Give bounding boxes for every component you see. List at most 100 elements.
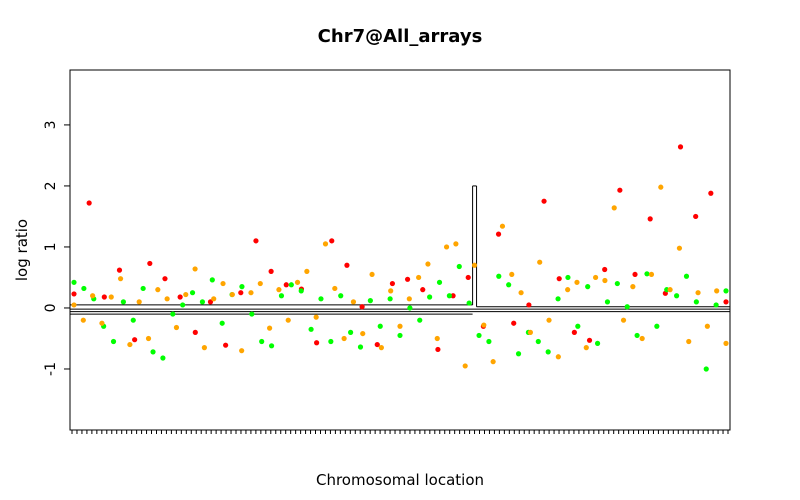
data-point-red [116,267,123,273]
data-point-orange [257,280,263,287]
data-point-orange [537,259,543,265]
data-point-red [617,187,623,193]
data-point-orange [192,266,198,272]
data-point-orange [546,317,552,323]
data-point-green [565,274,571,281]
y-tick-label: 3 [43,120,59,129]
data-point-orange [425,261,431,267]
data-point-orange [80,317,86,323]
data-point-orange [313,314,319,320]
data-point-orange [71,302,77,308]
data-point-orange [99,320,105,326]
data-point-orange [201,345,207,351]
data-point-green [604,299,611,305]
data-point-green [318,296,324,302]
data-point-green [436,279,443,285]
data-point-orange [276,287,282,293]
data-point-orange [471,262,478,268]
data-point-orange [145,335,152,342]
y-tick-label: 1 [43,242,59,251]
data-point-orange [593,274,599,281]
data-point-green [594,340,601,346]
data-point-red [404,276,411,282]
data-point-orange [90,293,96,299]
data-point-red [586,337,593,343]
data-point-green [180,302,186,308]
data-point-orange [481,322,487,328]
data-point-red [526,302,532,308]
y-axis-label: log ratio [13,219,31,281]
y-tick-label: -1 [43,362,59,376]
data-point-green [644,271,650,277]
data-point-orange [304,268,310,274]
data-point-red [253,238,259,244]
data-point-orange [518,290,524,296]
data-point-green [496,273,502,279]
data-point-orange [462,363,468,369]
data-point-red [177,294,183,300]
data-point-green [506,282,512,288]
data-point-green [486,338,492,345]
data-point-red [268,268,274,274]
data-point-orange [136,299,142,305]
data-point-orange [397,323,403,329]
data-point-orange [676,245,683,251]
data-point-orange [285,317,291,323]
data-point-orange [490,359,496,365]
data-point-red [723,299,729,305]
data-point-orange [434,335,440,342]
data-point-green [515,351,522,357]
data-point-orange [239,348,245,354]
data-point-green [417,317,423,323]
data-point-green [634,332,640,339]
data-point-green [348,329,354,335]
data-point-green [110,338,117,345]
data-point-green [239,284,245,290]
data-point-orange [294,279,301,285]
data-point-green [693,299,699,305]
data-point-orange [714,288,720,294]
data-point-red [359,304,365,310]
data-point-orange [350,299,357,305]
data-point-green [71,279,77,285]
data-point-orange [117,276,124,282]
data-point-green [624,304,630,310]
data-point-orange [127,341,133,348]
data-point-green [259,338,265,345]
data-point-green [140,285,146,292]
data-point-orange [416,274,422,281]
data-point-green [338,293,344,299]
y-axis: -1 0 1 2 3 [43,120,70,376]
data-point-red [314,340,320,346]
data-point-red [71,291,77,297]
data-point-orange [555,354,561,360]
data-point-red [223,342,229,348]
data-point-green [199,299,206,305]
data-point-green [150,349,156,355]
data-point-orange [443,244,450,250]
data-point-red [147,260,153,267]
data-point-orange [360,330,366,337]
data-point-orange [574,279,580,285]
data-point-orange [648,271,655,278]
data-point-green [555,296,561,302]
data-point-red [632,271,638,278]
data-point-green [683,273,690,279]
data-point-orange [248,290,254,296]
data-point-red [162,276,168,282]
data-point-green [278,293,285,299]
data-point-orange [509,271,515,278]
data-point-red [435,346,441,353]
data-point-red [86,200,92,206]
data-point-red [329,238,335,244]
data-point-orange [704,323,710,329]
x-axis-ticks [71,430,729,434]
data-point-green [288,282,294,288]
data-point-green [427,294,433,300]
data-point-green [397,332,403,339]
data-point-green [209,277,215,283]
data-point-orange [378,345,384,351]
data-point-orange [267,325,273,331]
data-point-red [420,287,426,293]
